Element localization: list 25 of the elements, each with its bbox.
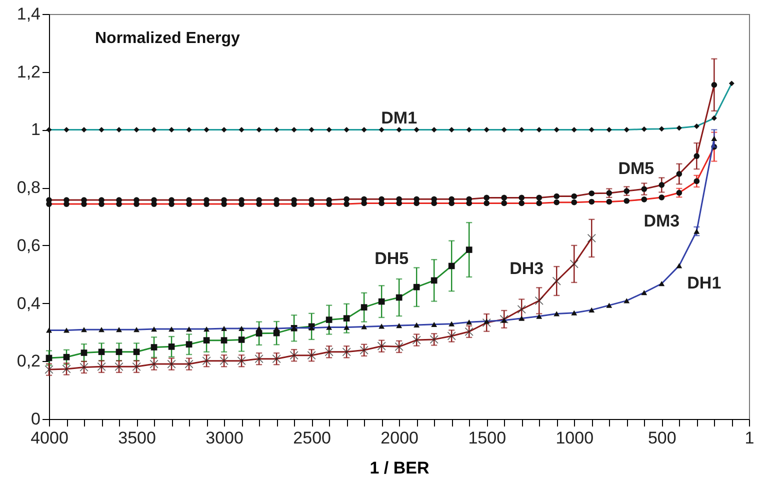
x-tick-label: 1000 xyxy=(556,428,594,448)
y-tick-label: 0 xyxy=(31,410,40,428)
x-tick-label: 1500 xyxy=(468,428,506,448)
text: Normalized Energy xyxy=(95,30,240,47)
x-tick-label: 1 xyxy=(744,428,754,448)
x-tick-label: 3000 xyxy=(206,428,244,448)
y-tick-label: 0,6 xyxy=(16,236,40,255)
series-label: DH5 xyxy=(374,249,409,268)
y-tick-label: 1,2 xyxy=(16,62,40,82)
series-label: DM3 xyxy=(644,211,680,230)
series-label: DM1 xyxy=(381,108,418,128)
series-label: DH3 xyxy=(510,259,544,278)
y-tick-label: 0,2 xyxy=(16,352,40,371)
y-tick-label: 0,4 xyxy=(16,294,40,313)
x-tick-label: 2000 xyxy=(380,428,418,448)
y-tick-label: 1 xyxy=(31,120,40,140)
x-tick-label: 500 xyxy=(648,428,676,448)
x-axis-title: 1 / BER xyxy=(370,458,430,478)
y-tick-label: 1,4 xyxy=(16,4,40,24)
x-tick-label: 4000 xyxy=(30,428,68,448)
x-tick-label: 2500 xyxy=(293,428,331,448)
x-tick-label: 3500 xyxy=(118,428,156,448)
series-label: DM5 xyxy=(618,159,654,178)
series-label: DH1 xyxy=(687,274,722,293)
y-tick-label: 0,8 xyxy=(16,178,40,198)
